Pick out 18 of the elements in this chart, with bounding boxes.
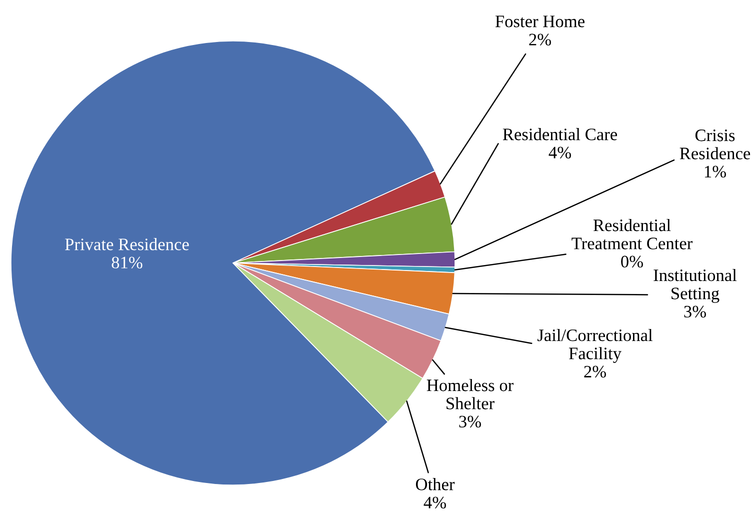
slice-label: Institutional Setting — [654, 268, 737, 303]
data-label: 0% — [621, 256, 643, 268]
data-label: 4% — [548, 146, 571, 158]
slice-label: Foster Home — [495, 16, 584, 28]
slice-label: Crisis Residence — [680, 130, 750, 160]
data-label: 2% — [584, 366, 606, 378]
data-label: 3% — [684, 306, 706, 318]
data-label: 3% — [459, 416, 481, 428]
slice-label: Residential Care — [502, 128, 618, 140]
slice-label: Homeless or Shelter — [426, 378, 514, 410]
slice-label: Private Residence — [65, 238, 189, 250]
data-label: 4% — [424, 496, 446, 508]
data-label: 1% — [704, 166, 726, 178]
data-label: 81% — [112, 256, 142, 268]
data-label: 2% — [529, 34, 551, 46]
slice-label: Other — [416, 478, 455, 490]
slice-label: Jail/Correctional Facility — [538, 328, 653, 363]
slice-label: Residential Treatment Center — [572, 218, 693, 250]
